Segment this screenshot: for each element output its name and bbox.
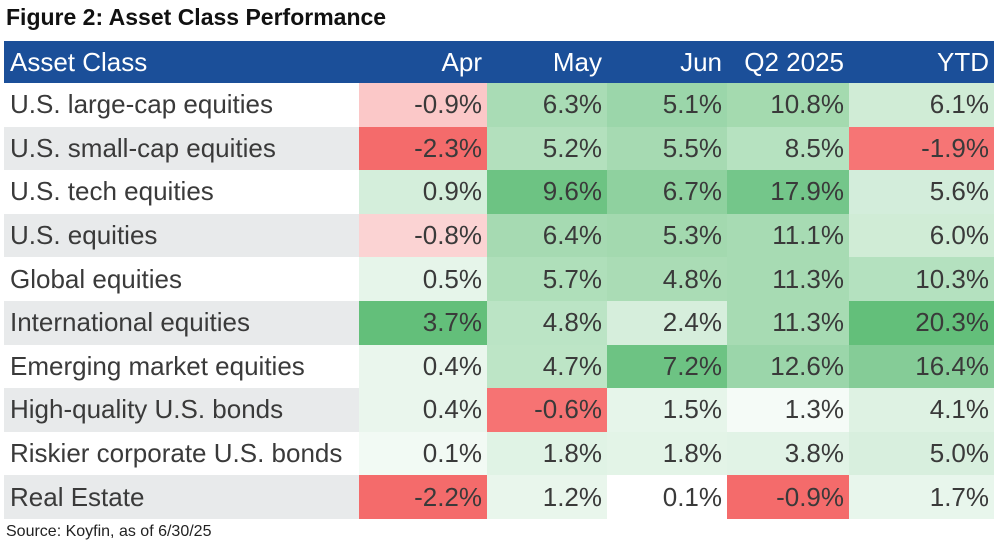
data-cell: -2.3% xyxy=(359,126,487,171)
data-cell: 11.1% xyxy=(727,213,849,258)
data-cell: 5.3% xyxy=(607,213,727,258)
data-cell: 20.3% xyxy=(849,300,994,345)
data-cell: 5.1% xyxy=(607,83,727,127)
data-cell: 1.5% xyxy=(607,388,727,432)
data-cell: -0.6% xyxy=(487,388,607,432)
column-header-may: May xyxy=(487,41,607,83)
column-header-asset-class: Asset Class xyxy=(4,41,359,83)
data-cell: 4.8% xyxy=(607,257,727,301)
table-row: Riskier corporate U.S. bonds 0.1% 1.8% 1.8%… xyxy=(4,431,994,476)
data-cell: -0.9% xyxy=(359,83,487,127)
data-cell: 9.6% xyxy=(487,170,607,214)
data-cell: 0.4% xyxy=(359,344,487,389)
row-label: Real Estate xyxy=(4,475,359,519)
row-label: Emerging market equities xyxy=(4,344,359,389)
data-cell: 11.3% xyxy=(727,257,849,301)
data-cell: 1.2% xyxy=(487,475,607,519)
data-cell: 4.7% xyxy=(487,344,607,389)
data-cell: 3.7% xyxy=(359,300,487,345)
data-cell: 5.7% xyxy=(487,257,607,301)
row-label: U.S. large-cap equities xyxy=(4,83,359,127)
column-header-q2-2025: Q2 2025 xyxy=(727,41,849,83)
table-row: International equities 3.7% 4.8% 2.4% 11.3% 2… xyxy=(4,300,994,345)
data-cell: 12.6% xyxy=(727,344,849,389)
row-label: U.S. equities xyxy=(4,213,359,258)
data-cell: 5.5% xyxy=(607,126,727,171)
data-cell: 6.7% xyxy=(607,170,727,214)
table-row: U.S. equities -0.8% 6.4% 5.3% 11.1% 6.0% xyxy=(4,213,994,258)
row-label: Global equities xyxy=(4,257,359,301)
data-cell: 7.2% xyxy=(607,344,727,389)
data-cell: 1.3% xyxy=(727,388,849,432)
table-row: Global equities 0.5% 5.7% 4.8% 11.3% 10.3% xyxy=(4,257,994,301)
data-cell: 10.8% xyxy=(727,83,849,127)
data-cell: 0.1% xyxy=(359,431,487,476)
row-label: Riskier corporate U.S. bonds xyxy=(4,431,359,476)
data-cell: -1.9% xyxy=(849,126,994,171)
table-row: U.S. tech equities 0.9% 9.6% 6.7% 17.9% 5.6% xyxy=(4,170,994,214)
data-cell: 11.3% xyxy=(727,300,849,345)
table-row: U.S. small-cap equities -2.3% 5.2% 5.5% 8.5%… xyxy=(4,126,994,171)
row-label: High-quality U.S. bonds xyxy=(4,388,359,432)
figure-title: Figure 2: Asset Class Performance xyxy=(6,4,387,30)
row-label: U.S. small-cap equities xyxy=(4,126,359,171)
data-cell: 5.0% xyxy=(849,431,994,476)
data-cell: 6.3% xyxy=(487,83,607,127)
column-header-jun: Jun xyxy=(607,41,727,83)
table-header-row: Asset Class Apr May Jun Q2 2025 YTD xyxy=(4,41,994,83)
data-cell: 17.9% xyxy=(727,170,849,214)
data-cell: 5.6% xyxy=(849,170,994,214)
table-body: U.S. large-cap equities -0.9% 6.3% 5.1% 10.8… xyxy=(4,83,994,519)
column-header-ytd: YTD xyxy=(849,41,994,83)
table-row: Real Estate -2.2% 1.2% 0.1% -0.9% 1.7% xyxy=(4,475,994,519)
data-cell: 2.4% xyxy=(607,300,727,345)
data-cell: 10.3% xyxy=(849,257,994,301)
row-label: U.S. tech equities xyxy=(4,170,359,214)
data-cell: 1.7% xyxy=(849,475,994,519)
data-cell: 1.8% xyxy=(607,431,727,476)
data-cell: 3.8% xyxy=(727,431,849,476)
data-cell: -0.9% xyxy=(727,475,849,519)
data-cell: 6.4% xyxy=(487,213,607,258)
row-label: International equities xyxy=(4,300,359,345)
data-cell: 6.1% xyxy=(849,83,994,127)
data-cell: -0.8% xyxy=(359,213,487,258)
data-cell: 4.1% xyxy=(849,388,994,432)
data-cell: 0.9% xyxy=(359,170,487,214)
data-cell: 1.8% xyxy=(487,431,607,476)
column-header-apr: Apr xyxy=(359,41,487,83)
data-cell: 0.5% xyxy=(359,257,487,301)
data-cell: 5.2% xyxy=(487,126,607,171)
performance-table: Asset Class Apr May Jun Q2 2025 YTD U.S. larg… xyxy=(4,41,994,519)
table-row: Emerging market equities 0.4% 4.7% 7.2% 12.6… xyxy=(4,344,994,389)
data-cell: 6.0% xyxy=(849,213,994,258)
data-cell: 0.1% xyxy=(607,475,727,519)
data-cell: 8.5% xyxy=(727,126,849,171)
data-cell: 0.4% xyxy=(359,388,487,432)
data-cell: 4.8% xyxy=(487,300,607,345)
source-note: Source: Koyfin, as of 6/30/25 xyxy=(6,523,212,540)
data-cell: -2.2% xyxy=(359,475,487,519)
data-cell: 16.4% xyxy=(849,344,994,389)
table-row: High-quality U.S. bonds 0.4% -0.6% 1.5% 1.3%… xyxy=(4,388,994,432)
table-row: U.S. large-cap equities -0.9% 6.3% 5.1% 10.8… xyxy=(4,83,994,127)
